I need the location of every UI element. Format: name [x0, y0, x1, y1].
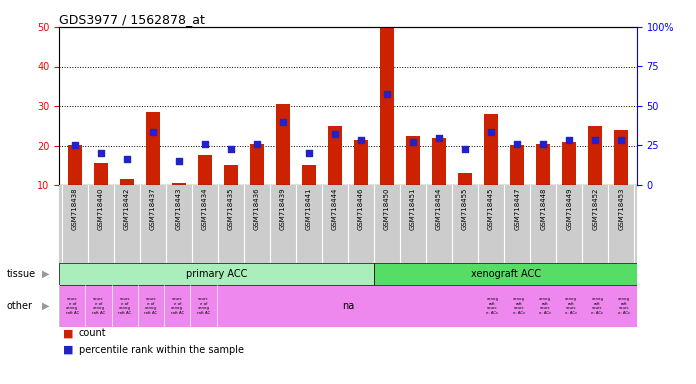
- Point: [226, 146, 237, 152]
- Text: sourc
e of
xenog
raft AC: sourc e of xenog raft AC: [118, 297, 132, 315]
- Point: [356, 136, 367, 142]
- Text: GSM718455: GSM718455: [462, 187, 468, 230]
- Text: xenog
raft
sourc
e: ACc: xenog raft sourc e: ACc: [592, 297, 603, 315]
- Text: GSM718450: GSM718450: [384, 187, 390, 230]
- Point: [459, 146, 470, 152]
- Text: GSM718439: GSM718439: [280, 187, 286, 230]
- Bar: [172, 183, 186, 185]
- Bar: [302, 165, 316, 185]
- Point: [381, 91, 393, 97]
- Text: GSM718451: GSM718451: [410, 187, 416, 230]
- Point: [148, 129, 159, 135]
- Text: GSM718441: GSM718441: [306, 187, 312, 230]
- Text: sourc
e of
xenog
raft AC: sourc e of xenog raft AC: [65, 297, 79, 315]
- Text: xenog
raft
sourc
e: ACc: xenog raft sourc e: ACc: [565, 297, 577, 315]
- Bar: [510, 146, 524, 185]
- Bar: [536, 144, 551, 185]
- Bar: [406, 136, 420, 185]
- Bar: [120, 179, 134, 185]
- Text: GSM718438: GSM718438: [72, 187, 78, 230]
- Point: [278, 119, 289, 125]
- Bar: [614, 130, 628, 185]
- Text: count: count: [79, 328, 106, 338]
- Point: [95, 150, 106, 156]
- Text: xenog
raft
sourc
e: ACc: xenog raft sourc e: ACc: [487, 297, 498, 315]
- Point: [590, 136, 601, 142]
- Text: xenog
raft
sourc
e: ACc: xenog raft sourc e: ACc: [617, 297, 630, 315]
- Text: GSM718454: GSM718454: [436, 187, 442, 230]
- Bar: [68, 146, 82, 185]
- Bar: [223, 165, 238, 185]
- Point: [486, 129, 497, 135]
- Bar: [458, 173, 473, 185]
- Text: GSM718448: GSM718448: [540, 187, 546, 230]
- Point: [329, 131, 340, 137]
- Text: sourc
e of
xenog
raft AC: sourc e of xenog raft AC: [92, 297, 105, 315]
- Bar: [328, 126, 342, 185]
- Text: ■: ■: [63, 328, 73, 338]
- Point: [434, 134, 445, 141]
- Bar: [354, 139, 368, 185]
- Text: other: other: [7, 301, 33, 311]
- Bar: [380, 27, 394, 185]
- Bar: [484, 114, 498, 185]
- Bar: [145, 112, 160, 185]
- Text: xenog
raft
sourc
e: ACc: xenog raft sourc e: ACc: [539, 297, 551, 315]
- Text: GSM718434: GSM718434: [202, 187, 208, 230]
- Text: GSM718447: GSM718447: [514, 187, 520, 230]
- Point: [564, 136, 575, 142]
- Text: GSM718443: GSM718443: [176, 187, 182, 230]
- Text: sourc
e of
xenog
raft AC: sourc e of xenog raft AC: [197, 297, 210, 315]
- Point: [303, 150, 315, 156]
- Point: [251, 141, 262, 147]
- Text: ▶: ▶: [42, 269, 49, 279]
- Bar: [250, 144, 264, 185]
- Text: sourc
e of
xenog
raft AC: sourc e of xenog raft AC: [171, 297, 184, 315]
- Bar: [94, 163, 108, 185]
- Text: GSM718446: GSM718446: [358, 187, 364, 230]
- Text: GSM718444: GSM718444: [332, 187, 338, 230]
- Point: [512, 141, 523, 147]
- Text: GSM718440: GSM718440: [98, 187, 104, 230]
- Point: [121, 156, 132, 162]
- Text: primary ACC: primary ACC: [186, 269, 247, 279]
- Text: GSM718436: GSM718436: [254, 187, 260, 230]
- Text: GSM718437: GSM718437: [150, 187, 156, 230]
- Point: [407, 139, 418, 145]
- Bar: [276, 104, 290, 185]
- Text: sourc
e of
xenog
raft AC: sourc e of xenog raft AC: [145, 297, 158, 315]
- Text: GSM718445: GSM718445: [488, 187, 494, 230]
- Text: GSM718453: GSM718453: [618, 187, 624, 230]
- Bar: [198, 156, 212, 185]
- Bar: [562, 142, 576, 185]
- Text: GSM718452: GSM718452: [592, 187, 598, 230]
- Text: tissue: tissue: [7, 269, 36, 279]
- Point: [616, 136, 627, 142]
- Text: na: na: [342, 301, 354, 311]
- Point: [537, 141, 548, 147]
- Point: [69, 142, 80, 149]
- Text: GSM718442: GSM718442: [124, 187, 130, 230]
- Bar: [59, 263, 374, 285]
- Text: GSM718435: GSM718435: [228, 187, 234, 230]
- Text: percentile rank within the sample: percentile rank within the sample: [79, 345, 244, 355]
- Text: GSM718449: GSM718449: [566, 187, 572, 230]
- Point: [173, 158, 184, 164]
- Bar: [432, 137, 446, 185]
- Text: xenograft ACC: xenograft ACC: [470, 269, 541, 279]
- Text: ▶: ▶: [42, 301, 49, 311]
- Bar: [374, 263, 637, 285]
- Text: GDS3977 / 1562878_at: GDS3977 / 1562878_at: [58, 13, 205, 26]
- Text: xenog
raft
sourc
e: ACc: xenog raft sourc e: ACc: [512, 297, 525, 315]
- Point: [199, 141, 210, 147]
- Bar: [588, 126, 602, 185]
- Text: ■: ■: [63, 345, 73, 355]
